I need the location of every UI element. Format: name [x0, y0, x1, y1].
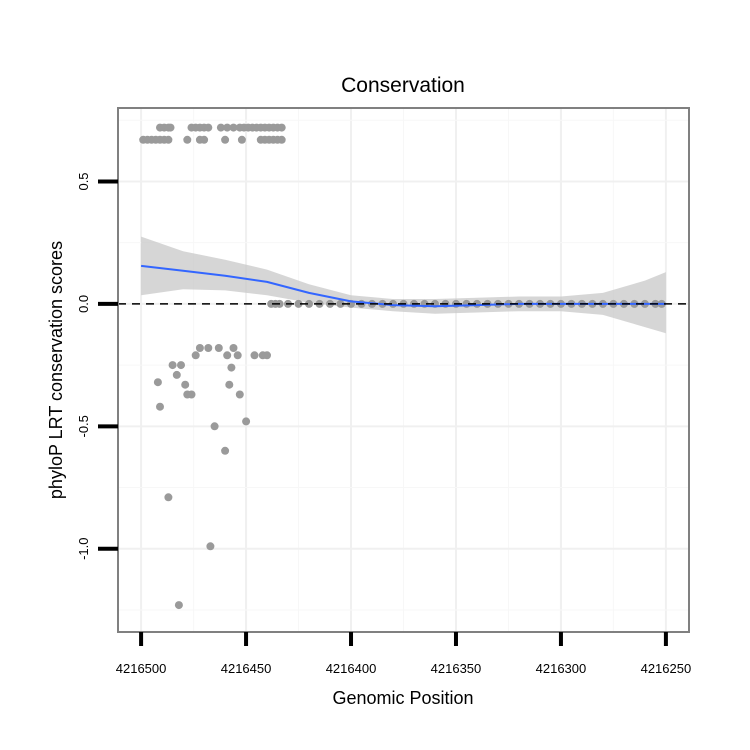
y-tick-label: -1.0	[76, 537, 91, 559]
data-point	[242, 417, 251, 426]
data-point	[174, 601, 183, 610]
data-point	[223, 351, 232, 360]
data-point	[172, 370, 181, 379]
x-tick-label: 4216500	[116, 661, 167, 676]
x-tick-label: 4216450	[221, 661, 272, 676]
data-point	[237, 135, 246, 144]
data-point	[156, 402, 164, 411]
data-point	[263, 351, 271, 360]
x-axis-title: Genomic Position	[332, 688, 473, 708]
data-point	[250, 351, 259, 360]
y-tick-label: 0.5	[76, 172, 91, 190]
data-point	[164, 493, 173, 502]
data-point	[164, 135, 173, 144]
data-point	[168, 361, 177, 370]
data-point	[210, 422, 219, 431]
x-tick-label: 4216250	[641, 661, 692, 676]
data-point	[214, 344, 223, 352]
data-point	[183, 135, 192, 144]
data-point	[233, 351, 242, 360]
data-point	[305, 299, 313, 308]
data-point	[200, 135, 209, 144]
x-axis: 4216500 4216450 4216400 4216350 4216300 42162…	[116, 632, 691, 676]
data-point	[336, 299, 345, 308]
data-point	[229, 344, 238, 352]
data-point	[177, 361, 185, 370]
x-tick-label: 4216400	[326, 661, 377, 676]
plot-border	[117, 107, 690, 633]
data-point	[204, 123, 213, 132]
grid-lines	[118, 108, 689, 632]
data-point	[223, 123, 232, 132]
data-point	[294, 299, 303, 308]
confidence-band-area	[141, 236, 666, 334]
data-point	[187, 390, 196, 399]
data-point	[195, 344, 204, 352]
data-point	[191, 351, 200, 360]
data-point	[216, 123, 225, 132]
data-point	[227, 363, 236, 372]
data-point	[277, 135, 286, 144]
y-axis: 0.5 0.0 -0.5 -1.0	[76, 172, 118, 560]
y-axis-title: phyloP LRT conservation scores	[46, 241, 66, 499]
data-point	[221, 135, 230, 144]
data-point	[277, 123, 286, 132]
data-point	[235, 390, 244, 399]
data-point	[204, 344, 213, 352]
y-tick-label: 0.0	[76, 295, 91, 313]
data-points	[139, 123, 666, 610]
data-point	[229, 123, 238, 132]
data-point	[221, 446, 230, 455]
y-tick-label: -0.5	[76, 415, 91, 437]
data-point	[225, 380, 234, 389]
x-tick-label: 4216300	[536, 661, 587, 676]
data-point	[206, 542, 215, 551]
chart-title: Conservation	[341, 74, 465, 97]
x-tick-label: 4216350	[431, 661, 482, 676]
data-point	[166, 123, 175, 132]
data-point	[153, 378, 162, 387]
data-point	[181, 380, 190, 389]
confidence-band	[141, 236, 666, 334]
